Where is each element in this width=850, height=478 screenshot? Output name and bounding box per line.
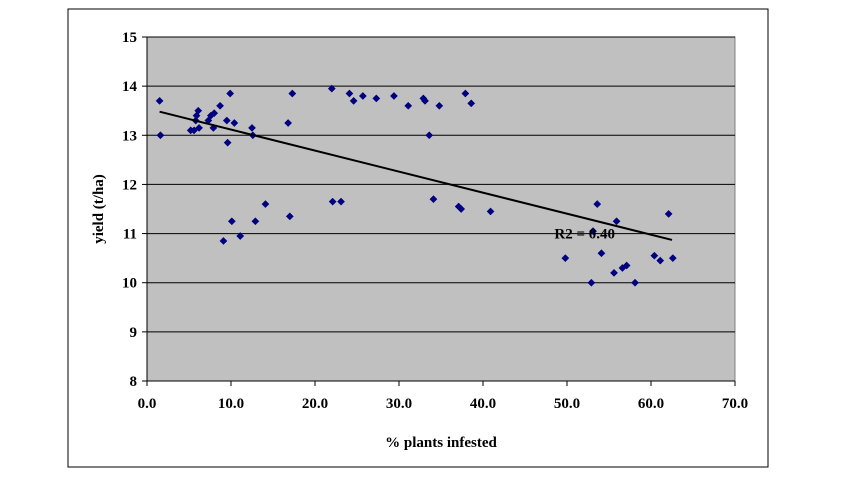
- data-point: [587, 278, 596, 287]
- x-axis-title: % plants infested: [385, 435, 497, 451]
- plot-area: [146, 36, 736, 382]
- y-tick-label: 14: [122, 79, 138, 95]
- data-point: [223, 138, 232, 147]
- y-tick-label: 8: [130, 374, 138, 390]
- data-point: [216, 101, 225, 110]
- data-point: [467, 99, 476, 108]
- data-point: [345, 89, 354, 98]
- data-point: [610, 268, 618, 277]
- x-tick-label: 0.0: [138, 396, 157, 412]
- y-tick-label: 9: [130, 325, 138, 341]
- data-point: [248, 123, 256, 132]
- axes: [142, 36, 736, 386]
- data-point: [227, 217, 236, 226]
- data-point: [327, 84, 336, 93]
- data-point: [421, 96, 429, 105]
- data-point: [589, 227, 597, 236]
- data-point: [337, 197, 345, 206]
- data-point: [195, 123, 204, 132]
- data-point: [261, 200, 270, 209]
- r2-annotation: R2 = 0.40: [554, 227, 615, 243]
- y-tick-label: 13: [122, 128, 137, 144]
- x-tick-label: 30.0: [386, 396, 412, 412]
- data-point: [251, 217, 260, 226]
- data-point: [404, 101, 413, 110]
- data-point: [435, 101, 444, 110]
- x-tick-label: 40.0: [470, 396, 496, 412]
- x-tick-label: 70.0: [722, 396, 748, 412]
- data-point: [650, 251, 659, 260]
- data-point: [194, 106, 203, 115]
- data-point: [593, 200, 602, 209]
- data-point: [328, 197, 337, 206]
- data-point: [349, 96, 358, 105]
- x-tick-label: 10.0: [218, 396, 244, 412]
- y-tick-label: 12: [122, 177, 137, 193]
- tick-labels: 8 9 10 11 12 13 14 15 0.0 10.0 20.0 30.0 40.0 50.0 60.…: [122, 30, 748, 412]
- data-point: [285, 212, 294, 221]
- data-point: [210, 109, 219, 118]
- data-point: [284, 119, 293, 127]
- data-point: [222, 116, 231, 125]
- data-point: [230, 119, 239, 127]
- data-point: [358, 92, 367, 100]
- y-tick-label: 11: [123, 227, 137, 243]
- data-point: [597, 249, 606, 258]
- data-point: [461, 89, 470, 98]
- data-point: [219, 236, 228, 245]
- data-point: [155, 96, 164, 105]
- data-point: [429, 195, 438, 204]
- data-point: [622, 261, 631, 270]
- data-point: [425, 131, 434, 140]
- data-point: [664, 209, 673, 218]
- data-point: [390, 92, 398, 100]
- trendline: [159, 110, 673, 241]
- y-tick-label: 15: [122, 30, 137, 46]
- data-point: [236, 232, 245, 240]
- data-point: [656, 256, 665, 265]
- x-tick-label: 50.0: [554, 396, 580, 412]
- data-point: [668, 254, 677, 263]
- data-point: [561, 254, 570, 263]
- data-point: [372, 94, 381, 103]
- data-point: [156, 131, 165, 140]
- data-point: [612, 217, 621, 226]
- data-point: [457, 205, 466, 213]
- y-axis-title: yield (t/ha): [91, 174, 107, 244]
- x-tick-label: 20.0: [302, 396, 328, 412]
- data-points: [155, 84, 677, 287]
- data-point: [486, 207, 495, 216]
- data-point: [226, 89, 235, 98]
- data-point: [192, 111, 201, 120]
- y-tick-label: 10: [122, 276, 137, 292]
- trendline-group: [159, 110, 673, 241]
- data-point: [288, 89, 297, 98]
- data-point: [631, 278, 639, 287]
- x-tick-label: 60.0: [638, 396, 664, 412]
